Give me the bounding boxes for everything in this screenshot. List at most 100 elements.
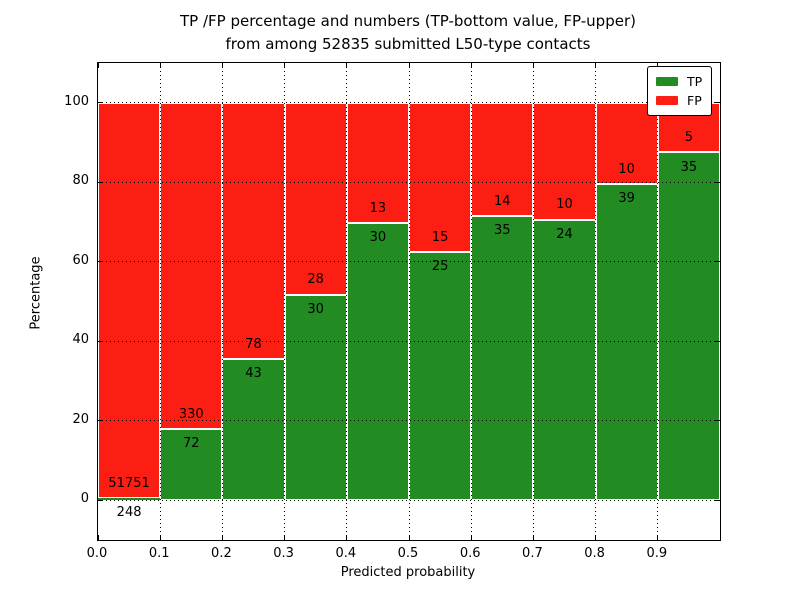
gridline-horizontal: [98, 102, 720, 104]
y-tick-label: 60: [72, 252, 89, 268]
x-tick-mark-top: [470, 63, 472, 68]
bar-segment-fp: [222, 102, 285, 359]
bar-segment-tp: [222, 358, 285, 501]
y-tick-mark-right: [715, 102, 720, 104]
bar-segment-fp: [98, 102, 161, 499]
bar-segment-tp: [98, 498, 161, 501]
y-tick-mark-right: [715, 181, 720, 183]
bar-label-tp: 24: [556, 226, 573, 242]
y-axis-label: Percentage: [28, 256, 44, 330]
gridline-vertical: [595, 63, 597, 540]
x-tick-mark-top: [159, 63, 161, 68]
y-tick-mark-right: [715, 499, 720, 501]
bar-segment-fp: [346, 102, 409, 223]
y-tick-mark-right: [715, 420, 720, 422]
bar-segment-tp: [595, 183, 658, 501]
x-tick-mark-top: [657, 63, 659, 68]
legend-swatch-tp: [656, 77, 678, 86]
chart-title-line2: from among 52835 submitted L50-type cont…: [225, 35, 591, 53]
bar-segment-tp: [346, 222, 409, 501]
bar-segment-fp: [160, 102, 223, 430]
x-tick-mark-top: [595, 63, 597, 68]
x-tick-label: 0.4: [335, 546, 357, 561]
gridline-vertical: [159, 63, 161, 540]
gridline-vertical: [408, 63, 410, 540]
bar-label-tp: 39: [618, 190, 635, 206]
x-tick-mark-top: [346, 63, 348, 68]
y-tick-mark: [98, 340, 103, 342]
bar-label-tp: 25: [431, 258, 449, 274]
y-tick-mark: [98, 499, 103, 501]
legend-entry-fp: FP: [656, 91, 702, 110]
x-tick-mark: [470, 535, 472, 540]
plot-area: 51751 248 330 72 78 43 28 30 13 30 15 25 14 35 10 24 10 3…: [97, 62, 721, 541]
gridline-horizontal: [98, 499, 720, 501]
gridline-vertical: [221, 63, 223, 540]
y-tick-mark: [98, 181, 103, 183]
bar-segment-fp: [409, 102, 472, 252]
gridline-vertical: [470, 63, 472, 540]
gridline-vertical: [657, 63, 659, 540]
x-tick-mark: [657, 535, 659, 540]
bar-segment-tp: [409, 251, 472, 501]
x-tick-label: 0.1: [148, 546, 170, 561]
y-tick-mark-right: [715, 340, 720, 342]
x-tick-label: 0.0: [86, 546, 108, 561]
x-tick-mark: [221, 535, 223, 540]
bar-label-tp: 30: [307, 301, 324, 317]
bar-segment-tp: [533, 219, 596, 501]
gridline-horizontal: [98, 420, 720, 422]
bar-segment-tp: [160, 429, 223, 501]
bar-segment-tp: [471, 216, 534, 501]
y-tick-mark-right: [715, 261, 720, 263]
bar-label-fp: 13: [369, 200, 387, 216]
bar-label-fp: 78: [245, 336, 262, 352]
x-tick-mark: [532, 535, 534, 540]
bar-label-fp: 51751: [108, 476, 150, 492]
x-tick-mark-top: [284, 63, 286, 68]
gridline-vertical: [284, 63, 286, 540]
legend-label-fp: FP: [687, 93, 702, 108]
y-tick-label: 80: [72, 173, 89, 189]
x-tick-label: 0.6: [459, 546, 481, 561]
bar-label-tp: 72: [183, 436, 200, 452]
x-tick-label: 0.3: [273, 546, 294, 561]
x-tick-mark: [595, 535, 597, 540]
bar-label-fp: 28: [307, 272, 324, 288]
y-tick-label: 20: [72, 411, 89, 427]
x-tick-mark-top: [97, 63, 99, 68]
bar-label-tp: 35: [494, 223, 511, 239]
gridline-horizontal: [98, 261, 720, 263]
gridline-horizontal: [98, 340, 720, 342]
x-tick-mark-top: [532, 63, 534, 68]
x-tick-label: 0.9: [646, 546, 668, 561]
legend-swatch-fp: [656, 96, 678, 105]
x-tick-mark: [159, 535, 161, 540]
x-tick-mark: [408, 535, 410, 540]
x-tick-mark-top: [221, 63, 223, 68]
x-tick-mark: [346, 535, 348, 540]
x-tick-mark-top: [408, 63, 410, 68]
gridline-vertical: [346, 63, 348, 540]
bar-segment-fp: [533, 102, 596, 220]
bar-label-fp: 330: [178, 406, 204, 422]
gridline-vertical: [532, 63, 534, 540]
legend-label-tp: TP: [687, 74, 703, 89]
bar-label-tp: 30: [369, 230, 387, 246]
x-tick-mark: [97, 535, 99, 540]
x-tick-label: 0.2: [211, 546, 232, 561]
y-tick-label: 100: [64, 93, 89, 109]
bar-label-fp: 5: [684, 130, 694, 146]
legend: TP FP: [647, 66, 713, 116]
bar-label-fp: 10: [618, 161, 635, 177]
bar-label-tp: 43: [245, 366, 262, 382]
x-tick-mark: [284, 535, 286, 540]
bar-segment-fp: [595, 102, 658, 184]
y-tick-label: 0: [80, 491, 89, 507]
y-tick-mark: [98, 420, 103, 422]
y-tick-label: 40: [72, 332, 89, 348]
x-axis-label: Predicted probability: [340, 565, 476, 580]
bar-segment-tp: [284, 294, 347, 501]
y-tick-mark: [98, 102, 103, 104]
